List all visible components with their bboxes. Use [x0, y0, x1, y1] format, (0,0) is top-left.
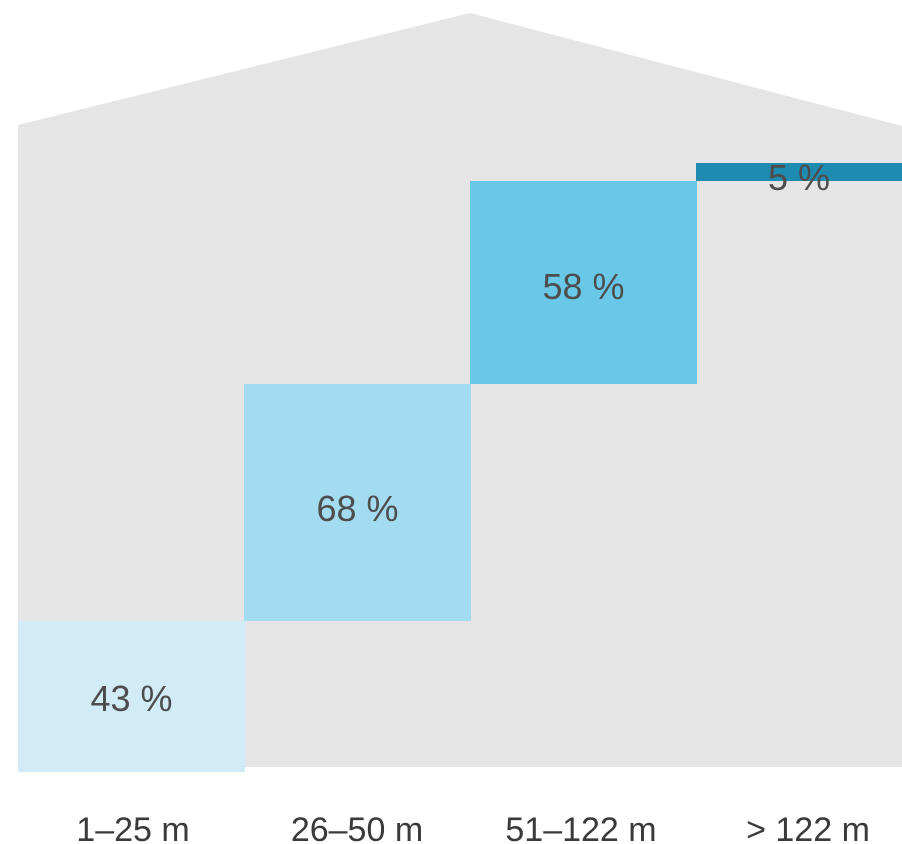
bar-block-4	[696, 163, 902, 181]
bar-block-1	[18, 621, 245, 772]
value-label-4: 5 %	[768, 157, 830, 198]
value-label-2: 68 %	[316, 488, 398, 529]
category-label-4: > 122 m	[746, 811, 870, 844]
value-blocks	[18, 163, 902, 772]
bar-block-3	[470, 181, 697, 384]
category-label-2: 26–50 m	[291, 811, 423, 844]
category-label-1: 1–25 m	[76, 811, 189, 844]
category-labels: 1–25 m 26–50 m 51–122 m > 122 m	[76, 811, 870, 844]
value-label-3: 58 %	[542, 266, 624, 307]
bar-block-2	[244, 384, 471, 621]
value-label-1: 43 %	[90, 678, 172, 719]
category-label-3: 51–122 m	[505, 811, 656, 844]
value-labels: 43 % 68 % 58 % 5 %	[90, 157, 830, 719]
